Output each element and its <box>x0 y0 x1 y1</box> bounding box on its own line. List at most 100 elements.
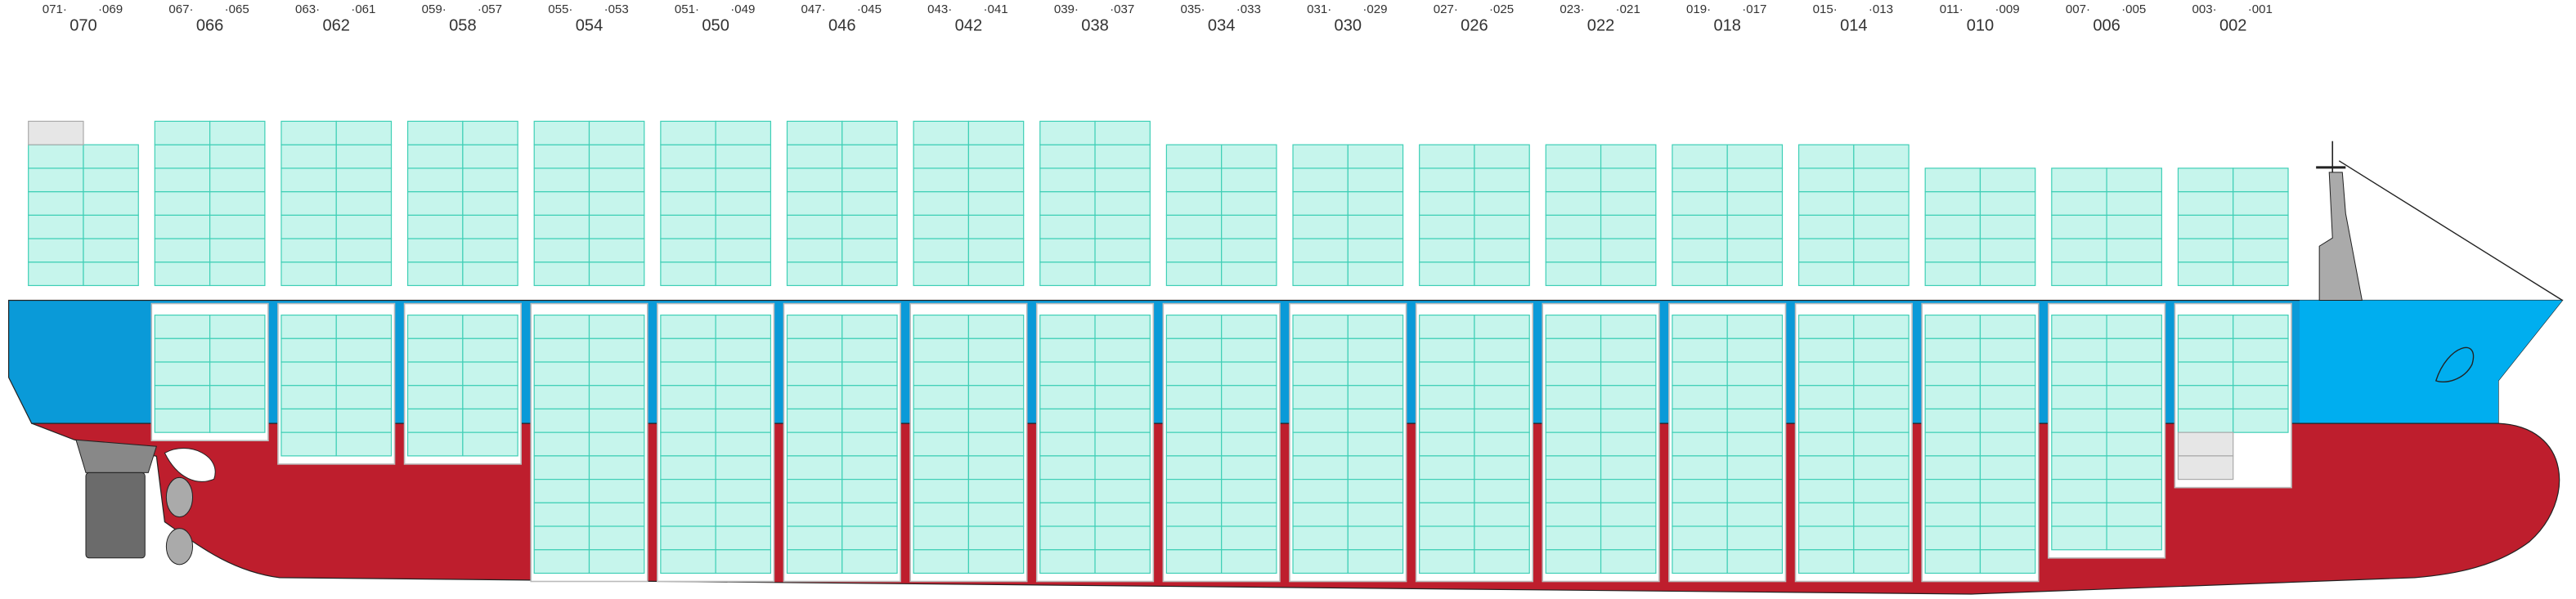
container-slot <box>533 408 590 433</box>
container-slot <box>154 337 211 363</box>
container-slot <box>1545 408 1602 433</box>
container-slot <box>154 144 211 169</box>
bay-aft-label: 071· <box>43 2 67 16</box>
container-slot <box>1419 144 1475 169</box>
container-slot <box>2051 168 2107 193</box>
bow-section <box>2300 300 2563 424</box>
container-slot <box>335 120 393 145</box>
container-slot <box>1853 262 1910 287</box>
container-slot <box>1600 190 1657 216</box>
container-slot <box>913 238 970 263</box>
container-slot <box>1039 361 1096 387</box>
container-slot <box>154 314 211 339</box>
container-slot <box>715 361 772 387</box>
container-slot <box>1347 144 1404 169</box>
container-slot <box>1474 314 1530 339</box>
bay-label: 054 <box>576 16 604 34</box>
container-slot <box>1726 190 1784 216</box>
container-slot <box>1797 144 1855 169</box>
container-slot <box>1094 190 1151 216</box>
container-slot <box>1039 408 1096 433</box>
container-slot <box>1672 214 1728 239</box>
container-slot <box>1474 361 1530 387</box>
container-slot <box>2233 385 2289 410</box>
container-slot <box>462 361 518 387</box>
container-slot <box>1419 408 1475 433</box>
container-slot <box>2051 525 2107 551</box>
bay-fore-label: ·033 <box>1236 2 1261 16</box>
container-slot <box>1797 214 1855 239</box>
container-slot <box>588 385 645 410</box>
bay-fore-label: ·045 <box>857 2 882 16</box>
container-slot <box>967 262 1025 287</box>
container-slot <box>2233 408 2289 433</box>
container-slot <box>1853 431 1910 457</box>
container-slot <box>1292 190 1349 216</box>
container-slot <box>335 314 393 339</box>
bay-fore-label: ·029 <box>1362 2 1387 16</box>
container-slot <box>660 168 716 193</box>
container-slot <box>406 385 464 410</box>
container-slot <box>1221 238 1277 263</box>
container-slot <box>967 431 1025 457</box>
container-slot <box>1853 168 1910 193</box>
container-slot <box>1474 502 1530 527</box>
container-slot <box>2177 455 2234 481</box>
container-slot <box>841 214 898 239</box>
container-slot <box>1039 385 1096 410</box>
container-slot <box>462 262 518 287</box>
container-slot <box>1419 168 1475 193</box>
container-slot <box>1545 168 1602 193</box>
container-slot <box>2177 168 2234 193</box>
container-slot <box>2051 385 2107 410</box>
container-slot <box>1474 549 1530 574</box>
container-slot <box>913 431 970 457</box>
bay-label: 030 <box>1335 16 1362 34</box>
container-slot <box>1292 238 1349 263</box>
container-slot <box>1039 455 1096 481</box>
container-slot <box>462 408 518 433</box>
container-slot <box>1545 478 1602 503</box>
container-slot <box>406 262 464 287</box>
container-slot <box>2177 262 2234 287</box>
container-slot <box>1347 361 1404 387</box>
container-slot <box>1347 314 1404 339</box>
container-slot <box>1094 120 1151 145</box>
bay-fore-label: ·001 <box>2248 2 2273 16</box>
container-slot <box>588 190 645 216</box>
bay-aft-label: 027· <box>1434 2 1458 16</box>
container-slot <box>715 337 772 363</box>
container-slot <box>2177 214 2234 239</box>
container-slot <box>2177 337 2234 363</box>
container-slot <box>1797 431 1855 457</box>
container-slot <box>280 337 337 363</box>
container-slot <box>280 431 337 457</box>
container-slot <box>841 431 898 457</box>
container-slot <box>841 385 898 410</box>
container-slot <box>1221 337 1277 363</box>
container-slot <box>83 262 139 287</box>
container-slot <box>1853 214 1910 239</box>
container-slot <box>406 431 464 457</box>
container-slot <box>1094 361 1151 387</box>
container-slot <box>1726 361 1784 387</box>
container-slot <box>841 502 898 527</box>
rudder <box>85 472 146 559</box>
container-slot <box>1853 144 1910 169</box>
bow-thruster-mark <box>2435 346 2475 382</box>
container-slot <box>588 314 645 339</box>
container-slot <box>1979 478 2036 503</box>
bay-fore-label: ·037 <box>1110 2 1134 16</box>
container-slot <box>533 337 590 363</box>
container-slot <box>462 120 518 145</box>
bay-label: 002 <box>2219 16 2246 34</box>
container-slot <box>1419 190 1475 216</box>
container-slot <box>280 168 337 193</box>
container-slot <box>967 525 1025 551</box>
container-slot <box>154 190 211 216</box>
container-slot <box>588 214 645 239</box>
container-slot <box>1039 478 1096 503</box>
container-slot <box>406 361 464 387</box>
bay-fore-label: ·061 <box>351 2 375 16</box>
